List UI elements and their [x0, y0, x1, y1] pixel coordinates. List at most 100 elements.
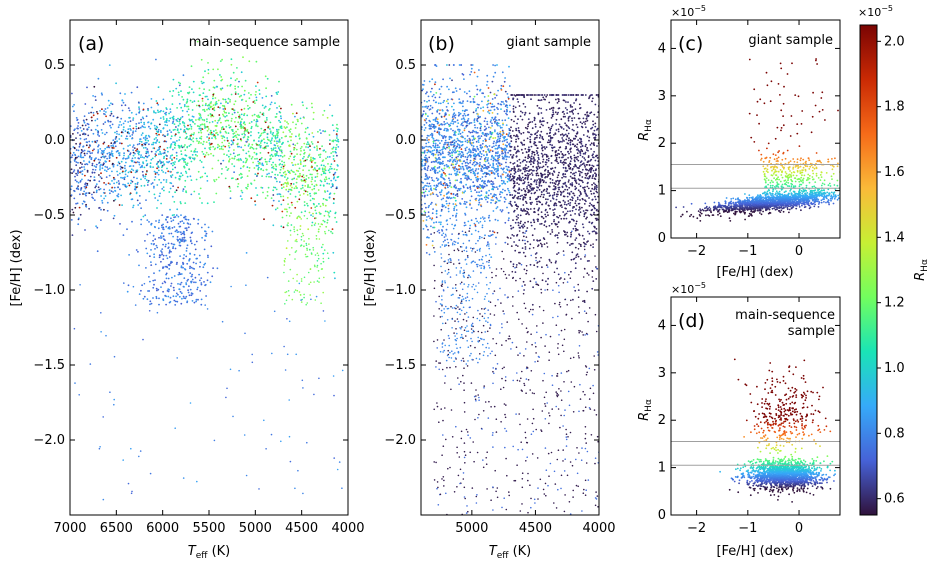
scatter-point-a: [193, 158, 196, 160]
scatter-point-b: [557, 111, 559, 114]
scatter-point-b: [451, 118, 454, 121]
scatter-point-a: [77, 149, 80, 152]
scatter-point-a: [325, 157, 327, 160]
scatter-point-a: [282, 167, 285, 170]
scatter-point-b: [584, 177, 587, 179]
scatter-point-a: [243, 127, 246, 129]
scatter-point-b: [540, 193, 543, 196]
scatter-point-b: [452, 150, 455, 153]
scatter-point-b: [440, 134, 443, 137]
scatter-point-a: [257, 162, 260, 165]
scatter-point-a: [181, 237, 184, 239]
scatter-point-b: [445, 202, 448, 205]
scatter-point-a: [83, 115, 86, 118]
scatter-point-a: [171, 103, 174, 105]
scatter-point-a: [153, 124, 156, 127]
scatter-point-b: [508, 217, 510, 220]
scatter-point-a: [199, 129, 202, 132]
scatter-point-b: [434, 170, 437, 173]
scatter-point-a: [306, 204, 309, 207]
scatter-point-a: [100, 163, 102, 166]
scatter-point-a: [145, 267, 147, 269]
scatter-point-a: [214, 102, 217, 104]
scatter-point-a: [181, 220, 184, 223]
scatter-point-b: [478, 103, 480, 106]
scatter-point-a: [236, 185, 239, 188]
scatter-point-a: [130, 91, 133, 94]
scatter-point-a: [251, 114, 254, 117]
scatter-point-a: [85, 163, 88, 165]
scatter-point-b: [596, 201, 599, 204]
scatter-point-a: [151, 182, 154, 184]
scatter-point-b: [496, 168, 499, 171]
scatter-point-a: [152, 239, 155, 242]
scatter-point-a: [169, 262, 172, 264]
scatter-point-b: [423, 156, 426, 159]
scatter-point-a: [228, 112, 230, 115]
scatter-point-a: [167, 170, 170, 173]
scatter-point-b: [568, 179, 570, 182]
scatter-point-b: [574, 202, 577, 205]
scatter-point-a: [127, 284, 130, 287]
scatter-point-a: [303, 189, 306, 192]
scatter-point-b: [513, 209, 516, 212]
scatter-point-b: [569, 183, 572, 185]
scatter-point-b: [500, 84, 503, 87]
scatter-point-a: [303, 179, 306, 182]
scatter-point-a: [163, 163, 166, 166]
scatter-point-b: [491, 150, 494, 153]
scatter-point-a: [286, 121, 288, 123]
scatter-point-a: [174, 304, 177, 306]
scatter-point-a: [191, 300, 194, 302]
scatter-point-a: [228, 146, 231, 149]
scatter-point-a: [136, 143, 139, 146]
scatter-point-a: [332, 375, 335, 377]
scatter-point-a: [334, 216, 336, 219]
scatter-point-a: [104, 155, 107, 158]
scatter-point-a: [103, 141, 106, 144]
scatter-point-a: [184, 239, 187, 242]
scatter-point-a: [179, 290, 182, 293]
scatter-point-b: [451, 79, 453, 82]
scatter-point-a: [247, 139, 249, 141]
scatter-point-a: [315, 212, 318, 215]
scatter-point-a: [231, 163, 234, 165]
scatter-point-b: [499, 164, 501, 167]
scatter-point-a: [192, 80, 195, 83]
scatter-point-a: [317, 254, 320, 257]
scatter-point-a: [332, 197, 335, 200]
scatter-point-a: [332, 251, 335, 254]
scatter-point-a: [240, 113, 243, 116]
scatter-point-b: [458, 150, 461, 153]
scatter-point-a: [170, 217, 172, 220]
scatter-point-a: [290, 182, 293, 185]
scatter-point-a: [199, 187, 202, 190]
scatter-point-a: [333, 457, 336, 459]
scatter-point-a: [130, 168, 133, 171]
scatter-point-a: [330, 230, 332, 233]
scatter-point-a: [280, 195, 282, 198]
scatter-point-a: [178, 288, 181, 291]
scatter-point-b: [451, 151, 453, 154]
scatter-point-a: [114, 131, 116, 134]
scatter-point-a: [182, 257, 185, 260]
scatter-point-a: [275, 91, 278, 94]
scatter-point-b: [459, 132, 462, 135]
scatter-point-b: [478, 198, 481, 201]
scatter-point-a: [121, 166, 124, 169]
scatter-point-a: [333, 192, 336, 195]
scatter-point-a: [334, 277, 336, 280]
scatter-point-a: [289, 131, 291, 133]
scatter-point-b: [463, 200, 466, 203]
scatter-point-a: [95, 191, 98, 194]
scatter-point-a: [319, 184, 322, 187]
scatter-point-a: [263, 131, 266, 134]
scatter-point-a: [88, 150, 91, 153]
scatter-point-b: [443, 194, 445, 197]
scatter-point-b: [429, 90, 432, 93]
scatter-point-a: [230, 77, 232, 80]
scatter-point-b: [426, 160, 429, 163]
scatter-point-a: [242, 126, 245, 128]
scatter-point-b: [567, 132, 570, 135]
scatter-point-b: [473, 121, 476, 123]
